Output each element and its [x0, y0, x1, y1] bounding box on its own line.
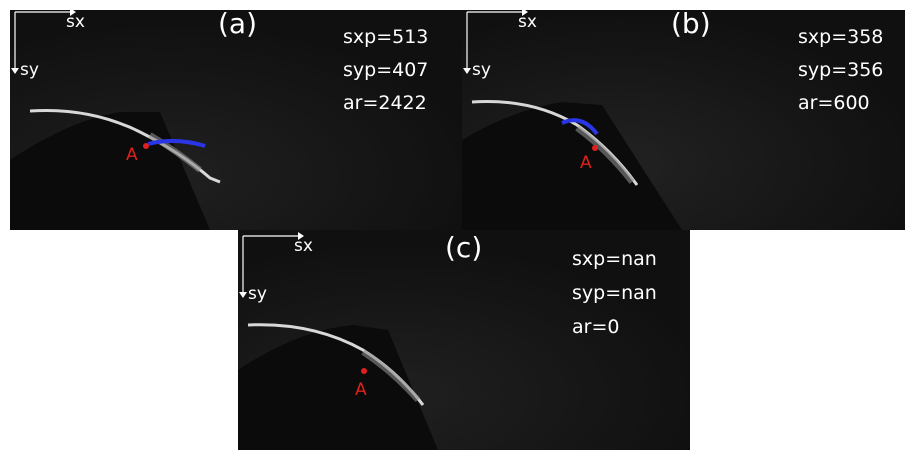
syp-value: syp=nan — [572, 282, 657, 304]
detection-contour — [561, 118, 599, 136]
panel-b: sx sy (b) sxp=358 syp=356 ar=600 A — [462, 10, 905, 230]
point-a-label: A — [355, 380, 367, 400]
detection-contour — [147, 139, 206, 148]
sxp-value: sxp=nan — [572, 248, 657, 270]
panel-a: sx sy (a) sxp=513 syp=407 ar=2422 A — [10, 10, 462, 230]
axis-sx-label: sx — [518, 12, 537, 32]
point-a-marker — [361, 368, 367, 374]
panel-c-scene — [238, 230, 690, 450]
axis-sy-label: sy — [248, 284, 267, 304]
syp-value: syp=407 — [343, 59, 429, 81]
panel-b-scene — [462, 10, 905, 230]
panel-a-scene — [10, 10, 462, 230]
panel-label: (a) — [218, 10, 258, 40]
point-a-label: A — [126, 145, 138, 165]
point-a-marker — [143, 143, 149, 149]
ar-value: ar=600 — [798, 92, 870, 114]
axis-sx-label: sx — [66, 12, 85, 32]
sxp-value: sxp=358 — [798, 26, 884, 48]
point-a-label: A — [580, 153, 592, 173]
panel-label: (c) — [445, 231, 483, 264]
sxp-value: sxp=513 — [343, 26, 429, 48]
axis-sy-label: sy — [472, 60, 491, 80]
panel-c: sx sy (c) sxp=nan syp=nan ar=0 A — [238, 230, 690, 450]
dark-surface — [462, 102, 682, 230]
ar-value: ar=2422 — [343, 92, 427, 114]
syp-value: syp=356 — [798, 59, 884, 81]
panel-label: (b) — [671, 10, 711, 40]
point-a-marker — [592, 145, 598, 151]
ar-value: ar=0 — [572, 316, 620, 338]
axis-sx-label: sx — [294, 236, 313, 256]
axis-sy-label: sy — [20, 60, 39, 80]
dark-surface — [238, 325, 438, 450]
